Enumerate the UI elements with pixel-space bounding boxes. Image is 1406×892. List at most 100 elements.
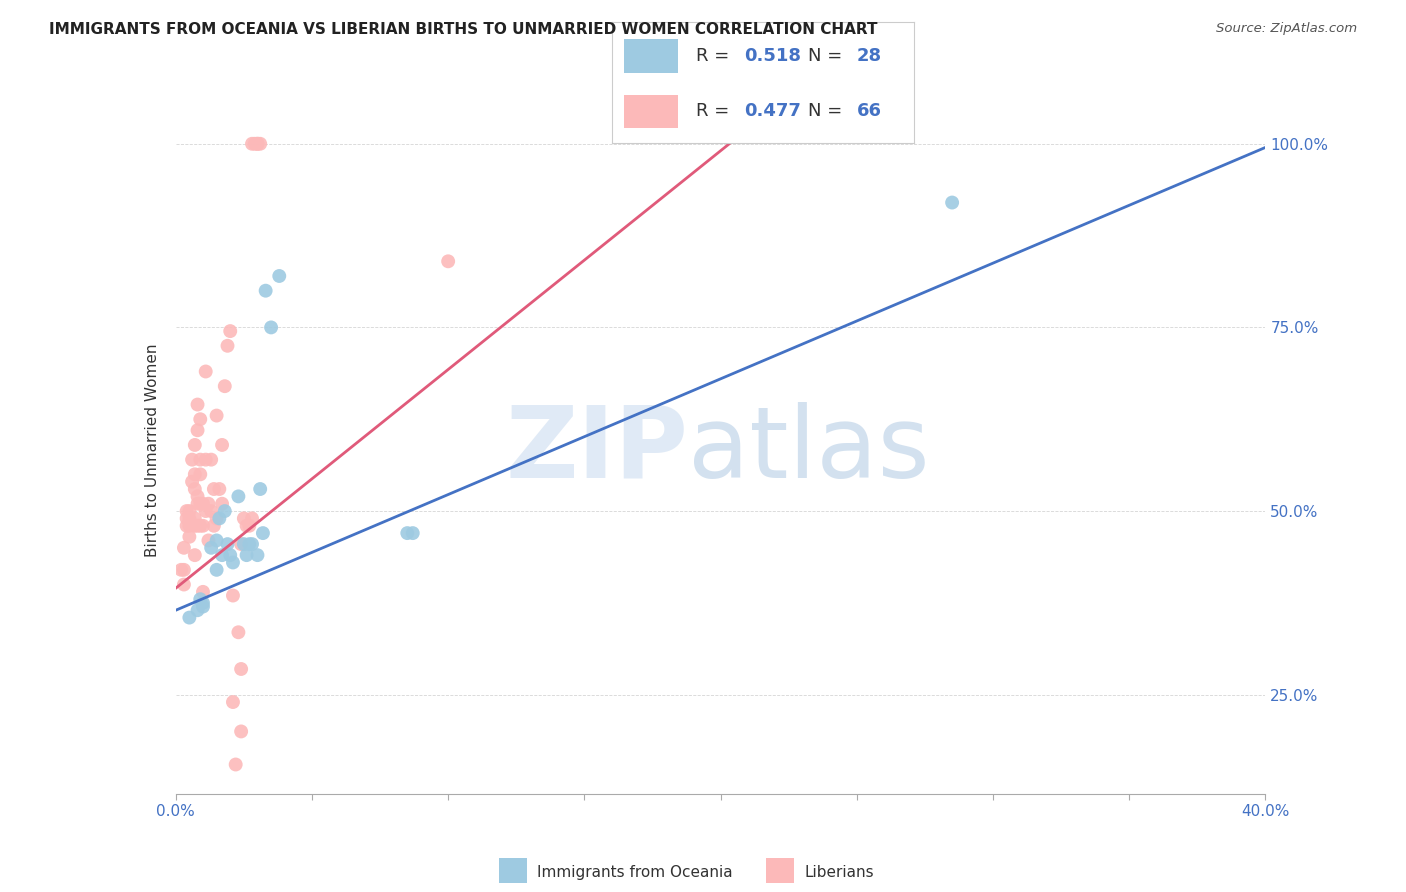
Text: 66: 66 (856, 103, 882, 120)
Point (184, 482, 207, 496)
Point (200, 541, 222, 555)
Point (194, 504, 217, 518)
Point (191, 497, 214, 511)
Point (176, 518, 198, 533)
Point (238, 518, 260, 533)
Point (217, 339, 239, 353)
Point (194, 364, 217, 378)
Point (186, 423, 209, 437)
Point (205, 533, 228, 548)
Point (197, 497, 219, 511)
Point (243, 136, 266, 151)
Point (249, 136, 271, 151)
FancyBboxPatch shape (624, 95, 678, 128)
Point (214, 379, 236, 393)
Point (184, 438, 207, 452)
Point (205, 409, 228, 423)
Point (246, 136, 269, 151)
Point (186, 398, 209, 412)
Point (260, 320, 283, 334)
Point (179, 610, 201, 624)
Point (186, 489, 209, 503)
Point (437, 254, 460, 268)
Point (208, 511, 231, 525)
Point (222, 695, 245, 709)
Point (252, 526, 274, 541)
Point (191, 585, 214, 599)
Point (211, 548, 233, 562)
Point (176, 504, 198, 518)
Point (184, 467, 207, 482)
Point (191, 518, 214, 533)
Text: R =: R = (696, 103, 735, 120)
Point (191, 599, 214, 614)
Point (214, 504, 236, 518)
Point (200, 504, 222, 518)
Point (941, 195, 963, 210)
Point (179, 504, 201, 518)
Point (181, 452, 204, 467)
Point (240, 537, 263, 551)
FancyBboxPatch shape (624, 39, 678, 73)
Point (179, 530, 201, 544)
Point (228, 489, 250, 503)
Point (179, 511, 201, 525)
Point (246, 548, 269, 562)
Point (173, 563, 195, 577)
Point (240, 511, 263, 525)
Point (202, 482, 225, 496)
Point (211, 497, 233, 511)
Point (222, 589, 245, 603)
Point (197, 533, 219, 548)
Point (184, 518, 207, 533)
Text: 28: 28 (856, 47, 882, 65)
Point (235, 548, 257, 562)
Text: R =: R = (696, 47, 735, 65)
Point (219, 548, 242, 562)
Point (254, 284, 277, 298)
Text: N =: N = (808, 47, 848, 65)
Point (181, 475, 204, 489)
Point (225, 757, 247, 772)
Point (402, 526, 425, 541)
Text: ZIP: ZIP (505, 402, 688, 499)
Point (186, 603, 209, 617)
Point (228, 625, 250, 640)
Point (217, 537, 239, 551)
Point (188, 497, 211, 511)
Point (211, 438, 233, 452)
Point (231, 724, 253, 739)
Point (202, 518, 225, 533)
Text: N =: N = (808, 103, 848, 120)
Text: Liberians: Liberians (804, 865, 875, 880)
Point (184, 548, 207, 562)
Point (249, 482, 271, 496)
Point (186, 497, 209, 511)
Point (173, 577, 195, 591)
Text: 0.477: 0.477 (745, 103, 801, 120)
Point (188, 452, 211, 467)
Point (222, 556, 245, 570)
Point (205, 511, 228, 525)
Point (231, 662, 253, 676)
Y-axis label: Births to Unmarried Women: Births to Unmarried Women (145, 343, 160, 558)
Point (238, 537, 260, 551)
Point (205, 563, 228, 577)
Point (219, 324, 242, 338)
Point (240, 136, 263, 151)
Point (191, 596, 214, 610)
Text: 0.518: 0.518 (745, 47, 801, 65)
Point (200, 452, 222, 467)
Point (231, 537, 253, 551)
Point (188, 412, 211, 426)
Point (170, 563, 193, 577)
Point (235, 518, 257, 533)
Point (396, 526, 419, 541)
Point (194, 452, 217, 467)
Point (232, 511, 254, 525)
Text: Immigrants from Oceania: Immigrants from Oceania (537, 865, 733, 880)
Point (186, 518, 209, 533)
Point (208, 482, 231, 496)
Point (246, 136, 269, 151)
Text: Source: ZipAtlas.com: Source: ZipAtlas.com (1216, 22, 1357, 36)
